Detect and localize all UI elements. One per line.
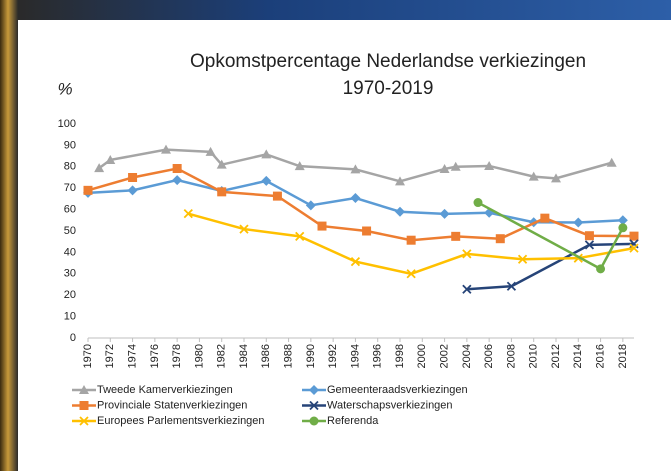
marker xyxy=(407,236,416,245)
x-tick-label: 1994 xyxy=(349,344,361,368)
y-tick-label: 30 xyxy=(64,268,76,280)
marker xyxy=(496,234,505,243)
marker xyxy=(596,264,605,273)
chart-title: 1970-2019 xyxy=(343,78,434,99)
y-tick-label: 90 xyxy=(64,139,76,151)
marker xyxy=(440,209,450,219)
legend-label: Tweede Kamerverkiezingen xyxy=(97,384,233,396)
x-tick-label: 2018 xyxy=(617,344,629,368)
y-tick-label: 40 xyxy=(64,246,76,258)
marker xyxy=(362,227,371,236)
x-tick-label: 2008 xyxy=(505,344,517,368)
x-tick-label: 2004 xyxy=(461,344,473,368)
x-tick-label: 1980 xyxy=(193,344,205,368)
legend-label: Europees Parlementsverkiezingen xyxy=(97,415,265,427)
x-tick-label: 1990 xyxy=(305,344,317,368)
x-tick-label: 1986 xyxy=(260,344,272,368)
marker xyxy=(573,217,583,227)
x-tick-label: 1982 xyxy=(216,344,228,368)
x-tick-label: 2010 xyxy=(528,344,540,368)
x-tick-label: 1970 xyxy=(82,344,94,368)
marker xyxy=(306,200,316,210)
y-tick-label: 10 xyxy=(64,311,76,323)
y-tick-label: 80 xyxy=(64,161,76,173)
y-axis-label: % xyxy=(57,79,72,98)
legend-label: Gemeenteraadsverkiezingen xyxy=(327,384,468,396)
page: Opkomstpercentage Nederlandse verkiezing… xyxy=(0,0,671,471)
series-line xyxy=(467,244,634,289)
marker xyxy=(607,158,617,167)
marker xyxy=(618,223,627,232)
marker xyxy=(474,198,483,207)
legend-label: Provinciale Statenverkiezingen xyxy=(97,399,247,411)
y-tick-label: 100 xyxy=(58,118,76,130)
marker xyxy=(630,232,639,241)
x-tick-label: 1998 xyxy=(394,344,406,368)
marker xyxy=(173,164,182,173)
marker xyxy=(451,232,460,241)
chart-title: Opkomstpercentage Nederlandse verkiezing… xyxy=(190,51,586,72)
y-tick-label: 50 xyxy=(64,225,76,237)
x-tick-label: 1988 xyxy=(282,344,294,368)
x-tick-label: 2012 xyxy=(550,344,562,368)
marker xyxy=(172,175,182,185)
x-tick-label: 2006 xyxy=(483,344,495,368)
y-tick-label: 70 xyxy=(64,182,76,194)
x-tick-label: 2014 xyxy=(572,344,584,368)
marker xyxy=(128,173,137,182)
legend-label: Waterschapsverkiezingen xyxy=(327,399,453,411)
x-tick-label: 1992 xyxy=(327,344,339,368)
marker xyxy=(217,187,226,196)
x-tick-label: 1976 xyxy=(149,344,161,368)
legend-label: Referenda xyxy=(327,415,379,427)
legend-marker xyxy=(310,417,319,426)
marker xyxy=(261,149,271,158)
x-tick-label: 1984 xyxy=(238,344,250,368)
marker xyxy=(84,186,93,195)
legend-marker xyxy=(80,401,89,410)
chart: Opkomstpercentage Nederlandse verkiezing… xyxy=(0,0,671,471)
marker xyxy=(128,185,138,195)
marker xyxy=(350,193,360,203)
marker xyxy=(261,176,271,186)
legend-marker xyxy=(309,385,319,395)
x-tick-label: 2002 xyxy=(438,344,450,368)
x-tick-label: 2000 xyxy=(416,344,428,368)
y-tick-label: 60 xyxy=(64,204,76,216)
x-tick-label: 1974 xyxy=(126,344,138,368)
marker xyxy=(395,207,405,217)
x-tick-label: 1996 xyxy=(372,344,384,368)
y-tick-label: 20 xyxy=(64,289,76,301)
y-tick-label: 0 xyxy=(70,332,76,344)
marker xyxy=(318,222,327,231)
x-tick-label: 2016 xyxy=(594,344,606,368)
x-tick-label: 1978 xyxy=(171,344,183,368)
x-tick-label: 1972 xyxy=(104,344,116,368)
marker xyxy=(585,231,594,240)
marker xyxy=(540,214,549,223)
marker xyxy=(273,192,282,201)
